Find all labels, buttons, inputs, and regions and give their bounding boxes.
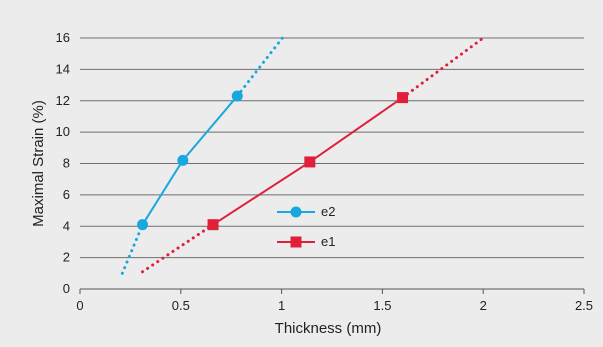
x-tick-label: 0 — [76, 298, 83, 313]
series-e2 — [120, 34, 286, 275]
y-tick-label: 12 — [56, 93, 70, 108]
x-tick-label: 1.5 — [373, 298, 391, 313]
legend: e2 e1 — [277, 204, 335, 249]
legend-marker — [290, 236, 302, 248]
x-tick-label: 0.5 — [172, 298, 190, 313]
y-axis-title: Maximal Strain (%) — [30, 100, 47, 227]
x-tick-label: 1 — [278, 298, 285, 313]
y-tick-label: 16 — [56, 30, 70, 45]
trend-extension — [140, 223, 215, 274]
trend-extension — [235, 34, 286, 98]
y-tick-label: 4 — [63, 218, 70, 233]
data-point — [136, 219, 148, 231]
legend-marker — [290, 206, 302, 218]
x-tick-label: 2.5 — [575, 298, 593, 313]
data-point — [304, 156, 316, 168]
data-point — [177, 154, 189, 166]
grid-lines — [80, 37, 584, 290]
y-tick-label: 2 — [63, 250, 70, 265]
y-tick-label: 6 — [63, 187, 70, 202]
legend-label: e1 — [321, 234, 335, 249]
y-tick-label: 8 — [63, 156, 70, 171]
data-point — [231, 90, 243, 102]
series-e1 — [140, 36, 485, 274]
series-area — [120, 34, 485, 275]
trend-extension — [120, 223, 144, 275]
legend-item-e1: e1 — [277, 234, 335, 249]
trend-extension — [401, 36, 485, 100]
data-point — [397, 92, 409, 104]
x-axis-title: Thickness (mm) — [275, 320, 382, 337]
y-tick-label: 10 — [56, 124, 70, 139]
y-tick-label: 14 — [56, 61, 70, 76]
series-line — [141, 95, 239, 226]
data-point — [207, 219, 219, 231]
y-tick-label: 0 — [63, 281, 70, 296]
x-tick-label: 2 — [480, 298, 487, 313]
legend-item-e2: e2 — [277, 204, 335, 219]
legend-label: e2 — [321, 204, 335, 219]
axes: 0 2 4 6 8 10 12 14 16 0 0.5 1 1.5 2 2.5 — [56, 30, 594, 313]
